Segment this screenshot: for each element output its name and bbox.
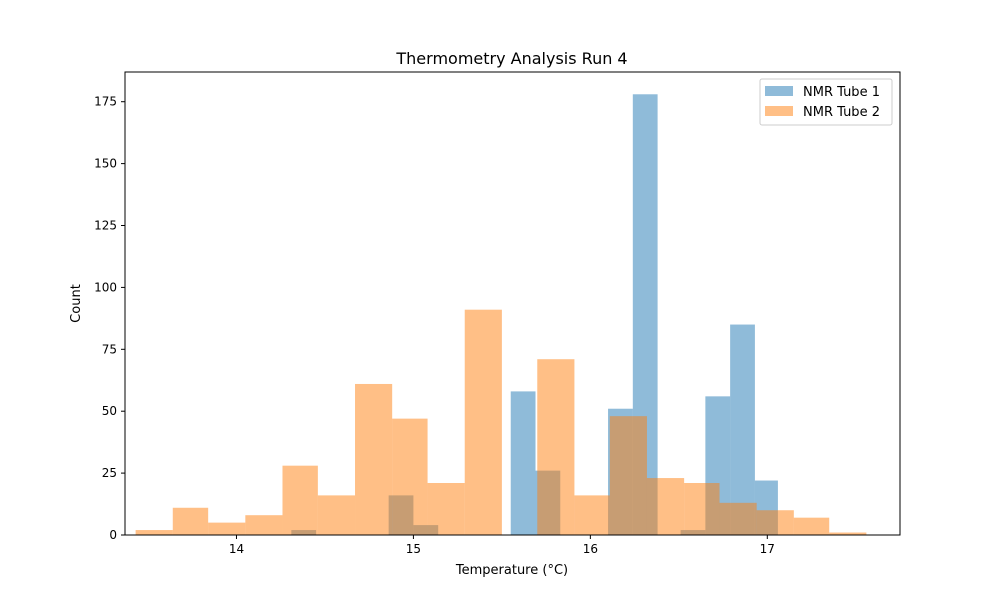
y-tick-label: 50 [102, 404, 117, 418]
histogram-bar [510, 391, 536, 535]
x-tick-label: 16 [583, 542, 598, 556]
legend: NMR Tube 1 NMR Tube 2 [759, 78, 893, 126]
x-axis: 14 15 16 17 [229, 535, 775, 556]
histogram-bar [793, 517, 830, 535]
series-2-bars [135, 309, 867, 535]
y-tick-label: 0 [109, 528, 117, 542]
histogram-bar [245, 515, 283, 535]
legend-label: NMR Tube 1 [803, 85, 880, 100]
x-tick-label: 15 [406, 542, 421, 556]
y-axis: 0 25 50 75 100 125 150 175 [94, 95, 125, 542]
legend-swatch [765, 106, 793, 116]
histogram-bar [392, 418, 428, 535]
plot-frame [124, 71, 901, 536]
y-axis-label: Count [69, 284, 84, 323]
histogram-bar [464, 309, 502, 535]
histogram-bar [135, 530, 173, 535]
histogram-bar [829, 532, 867, 535]
histogram-bar [574, 495, 610, 535]
histogram-bar [684, 483, 720, 535]
histogram-bar [282, 465, 318, 535]
histogram-bar [317, 495, 356, 535]
chart-title: Thermometry Analysis Run 4 [395, 49, 627, 68]
histogram-bar [730, 324, 755, 535]
histogram-bar [537, 359, 575, 535]
x-axis-label: Temperature (°C) [455, 563, 568, 578]
histogram-bar [427, 483, 465, 535]
histogram-bar [646, 478, 685, 535]
x-tick-label: 17 [760, 542, 775, 556]
histogram-bar [756, 510, 794, 535]
x-tick-label: 14 [229, 542, 244, 556]
histogram-bar [208, 522, 246, 535]
histogram-bar [355, 383, 393, 535]
histogram-bar [609, 416, 647, 535]
y-tick-label: 150 [94, 157, 117, 171]
bars-layer [135, 94, 867, 536]
legend-label: NMR Tube 2 [803, 105, 880, 120]
y-tick-label: 175 [94, 95, 117, 109]
y-tick-label: 75 [102, 342, 117, 356]
histogram-bar [719, 502, 757, 535]
legend-swatch [765, 86, 793, 96]
y-tick-label: 125 [94, 219, 117, 233]
y-tick-label: 25 [102, 466, 117, 480]
histogram-bar [172, 507, 209, 535]
y-tick-label: 100 [94, 280, 117, 294]
